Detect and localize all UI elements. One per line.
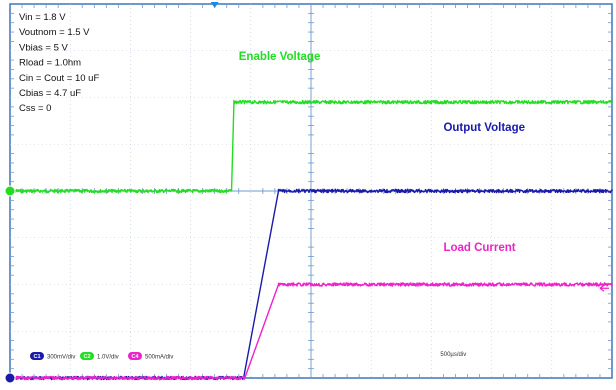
channel-ground-marker [4, 372, 16, 384]
trace-enable-voltage [9, 99, 613, 194]
param-line: Voutnom = 1.5 V [19, 27, 90, 38]
channel-badge [80, 352, 94, 360]
param-line: Cin = Cout = 10 uF [19, 73, 99, 84]
offscreen-level-arrow [599, 284, 609, 292]
trace-load-current [9, 282, 613, 381]
channel-scale: 500mA/div [145, 355, 173, 361]
param-line: Rload = 1.0hm [19, 58, 81, 69]
trigger-position-marker [210, 2, 219, 8]
channel-id: C4 [131, 354, 139, 360]
param-line: Css = 0 [19, 103, 51, 114]
channel-ground-marker [4, 185, 16, 197]
timebase-readout: 500µs/div [440, 352, 466, 358]
channel-scale: 300mV/div [47, 355, 75, 361]
trace-output-voltage [9, 188, 613, 381]
channel-badge [30, 352, 44, 360]
series-label-enable-voltage: Enable Voltage [239, 51, 321, 63]
channel-id: C1 [33, 354, 40, 360]
param-line: Vbias = 5 V [19, 42, 69, 53]
channel-id: C2 [83, 354, 90, 360]
series-label-load-current: Load Current [443, 242, 515, 254]
channel-badge [128, 352, 142, 360]
channel-scale: 1.0V/div [97, 355, 119, 361]
series-label-output-voltage: Output Voltage [443, 122, 525, 134]
param-line: Vin = 1.8 V [19, 12, 66, 23]
param-line: Cbias = 4.7 uF [19, 88, 81, 99]
